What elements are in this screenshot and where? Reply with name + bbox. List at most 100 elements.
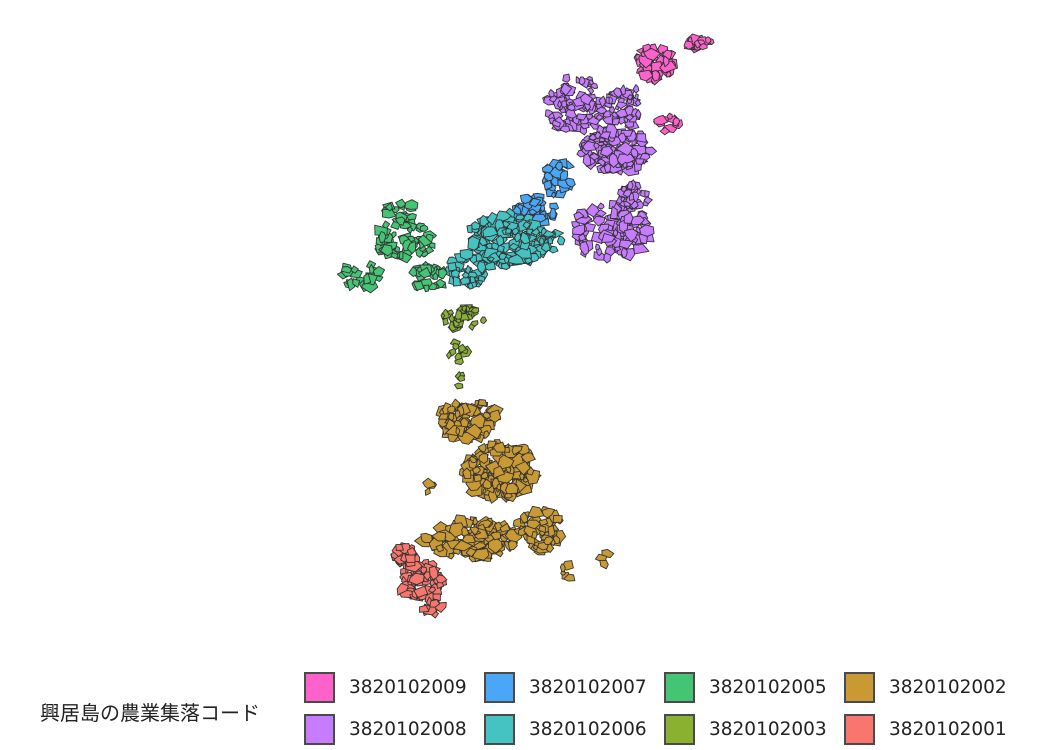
parcel bbox=[466, 224, 473, 234]
parcel-group-3820102002 bbox=[458, 439, 542, 504]
parcel bbox=[432, 593, 441, 602]
parcel bbox=[461, 526, 470, 537]
parcel bbox=[511, 445, 523, 456]
parcel bbox=[398, 251, 404, 260]
parcel bbox=[632, 242, 650, 255]
parcel-group-3820102002 bbox=[414, 514, 523, 563]
parcel bbox=[420, 532, 433, 544]
parcel bbox=[636, 133, 647, 143]
parcel bbox=[659, 126, 671, 136]
parcel bbox=[693, 39, 701, 49]
parcel bbox=[662, 55, 670, 68]
parcel bbox=[579, 240, 589, 256]
parcel bbox=[547, 236, 553, 245]
parcel bbox=[560, 82, 573, 97]
parcel bbox=[404, 199, 419, 210]
parcel bbox=[459, 275, 471, 286]
parcel bbox=[548, 89, 555, 98]
parcel bbox=[455, 426, 461, 436]
parcel-group-3820102005 bbox=[336, 260, 386, 294]
parcel bbox=[595, 114, 604, 121]
parcel bbox=[352, 278, 361, 288]
parcel bbox=[470, 307, 480, 314]
parcel bbox=[595, 209, 607, 217]
parcel bbox=[595, 106, 608, 115]
parcel bbox=[420, 566, 428, 574]
parcel bbox=[472, 466, 481, 474]
parcel bbox=[467, 282, 474, 290]
legend-swatch bbox=[664, 671, 695, 703]
parcel bbox=[438, 413, 449, 420]
parcel bbox=[543, 536, 554, 546]
parcel bbox=[578, 233, 587, 242]
parcel-group-3820102006 bbox=[466, 207, 550, 271]
parcel bbox=[447, 262, 458, 272]
parcel bbox=[561, 100, 567, 108]
parcel-group-3820102009 bbox=[633, 43, 678, 86]
parcel bbox=[605, 96, 610, 105]
parcel bbox=[413, 585, 429, 598]
parcel-group-3820102001 bbox=[419, 592, 447, 619]
parcel-group-3820102001 bbox=[390, 542, 420, 568]
parcel bbox=[432, 272, 439, 280]
parcel bbox=[419, 224, 429, 232]
parcel bbox=[452, 343, 460, 351]
parcel bbox=[644, 146, 658, 156]
parcel bbox=[478, 453, 489, 464]
parcel bbox=[511, 227, 520, 236]
legend-item-3820102009: 3820102009 bbox=[304, 666, 484, 708]
parcel bbox=[632, 84, 640, 94]
parcel bbox=[627, 94, 634, 101]
parcel bbox=[616, 101, 628, 110]
parcel-group-3820102008 bbox=[615, 179, 653, 211]
parcel bbox=[459, 248, 474, 261]
parcel bbox=[454, 410, 461, 419]
parcel-group-3820102007 bbox=[541, 158, 576, 199]
parcel bbox=[624, 228, 639, 243]
parcel bbox=[454, 352, 463, 361]
parcel bbox=[476, 260, 487, 274]
legend-swatch bbox=[304, 713, 335, 745]
parcel-group-3820102009 bbox=[653, 112, 684, 136]
parcel bbox=[634, 93, 639, 100]
parcel bbox=[477, 399, 488, 407]
parcel-group-3820102002 bbox=[512, 505, 567, 556]
parcel bbox=[467, 235, 481, 251]
parcel bbox=[461, 271, 470, 279]
parcel bbox=[378, 231, 387, 244]
parcel bbox=[542, 230, 556, 238]
parcel bbox=[556, 235, 566, 246]
parcel-group-3820102002 bbox=[435, 398, 504, 445]
legend-swatch bbox=[664, 713, 695, 745]
parcel bbox=[500, 262, 511, 270]
parcel bbox=[428, 586, 436, 593]
parcel-group-3820102005 bbox=[381, 198, 419, 226]
parcel bbox=[469, 455, 478, 464]
parcel bbox=[472, 548, 490, 561]
parcel bbox=[630, 148, 639, 158]
parcel-group-3820102008 bbox=[571, 197, 655, 264]
parcel bbox=[483, 430, 490, 440]
legend-label: 3820102006 bbox=[529, 718, 647, 740]
parcel bbox=[435, 544, 445, 553]
parcel bbox=[457, 343, 467, 354]
legend-label: 3820102001 bbox=[889, 718, 1007, 740]
parcel bbox=[495, 550, 504, 558]
parcel bbox=[531, 530, 538, 539]
parcel bbox=[528, 197, 542, 208]
parcel bbox=[423, 284, 430, 293]
parcel bbox=[547, 525, 556, 538]
parcel bbox=[395, 544, 404, 552]
parcel-group-3820102008 bbox=[602, 84, 642, 132]
legend-swatch bbox=[484, 671, 515, 703]
parcel bbox=[486, 211, 498, 226]
parcel bbox=[590, 82, 599, 89]
parcel bbox=[644, 190, 650, 198]
parcel bbox=[620, 84, 626, 96]
legend-label: 3820102005 bbox=[709, 676, 827, 698]
parcel bbox=[493, 465, 506, 479]
legend: 興居島の農業集落コード 3820102009 3820102007 382010… bbox=[0, 660, 1050, 750]
parcel bbox=[620, 195, 626, 203]
parcel bbox=[464, 423, 483, 440]
